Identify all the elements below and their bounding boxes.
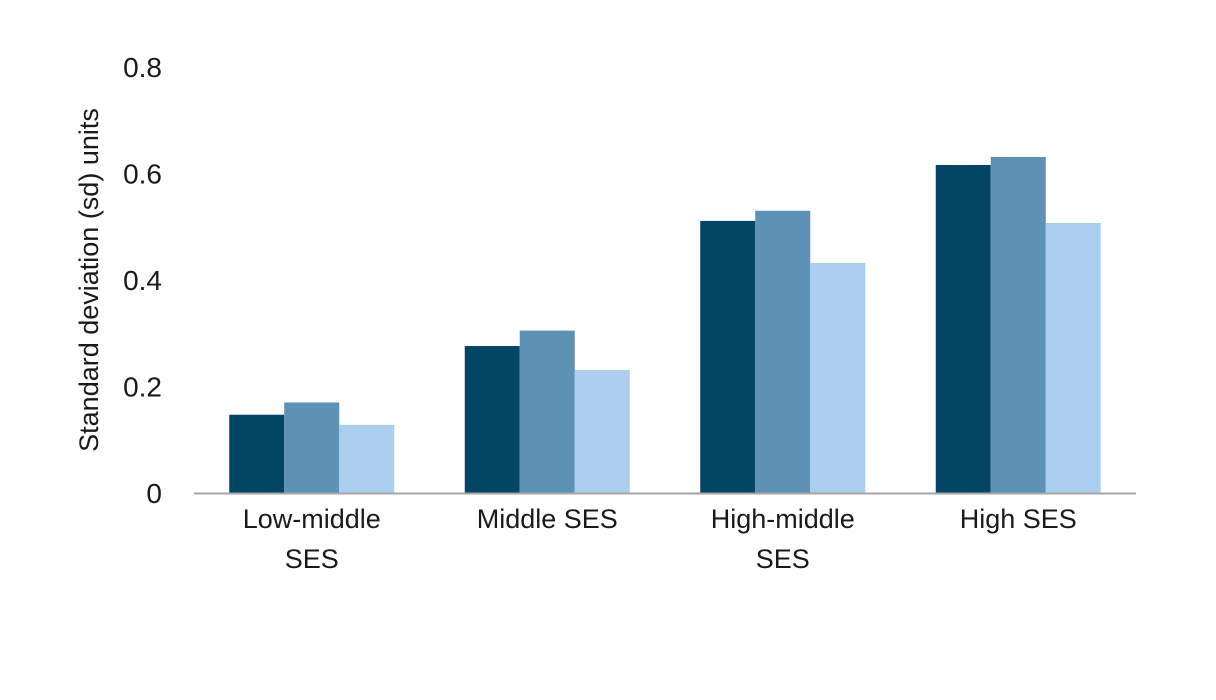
x-category-label: High SES [960,504,1077,534]
y-tick-label: 0 [146,478,162,509]
bar-4-2 [990,156,1046,493]
bar-4-1 [935,164,991,494]
bar-2-3 [574,369,630,493]
bar-3-2 [755,210,811,493]
y-axis-ticks: 0 0.2 0.4 0.6 0.8 [123,52,162,509]
x-category-label-line: High SES [960,504,1077,534]
bar-3-1 [700,220,756,493]
bar-2-2 [519,330,575,493]
x-category-label: High-middle SES [711,504,855,574]
y-tick-label: 0.2 [123,372,162,403]
bar-1-3 [339,424,395,493]
bar-4-3 [1045,223,1101,493]
bar-2-1 [464,346,520,493]
bar-3-3 [810,262,866,493]
y-tick-label: 0.4 [123,265,162,296]
bars-group [229,156,1101,494]
x-category-label-line: SES [756,544,810,574]
y-axis-title: Standard deviation (sd) units [74,108,104,452]
x-category-label-line: SES [285,544,339,574]
bar-1-2 [284,402,340,493]
x-category-label: Low-middle SES [243,504,381,574]
y-tick-label: 0.8 [123,52,162,83]
x-category-label-line: Low-middle [243,504,381,534]
x-category-label-line: Middle SES [477,504,618,534]
y-tick-label: 0.6 [123,159,162,190]
x-category-label: Middle SES [477,504,618,534]
x-category-label-line: High-middle [711,504,855,534]
bar-1-1 [229,414,285,493]
